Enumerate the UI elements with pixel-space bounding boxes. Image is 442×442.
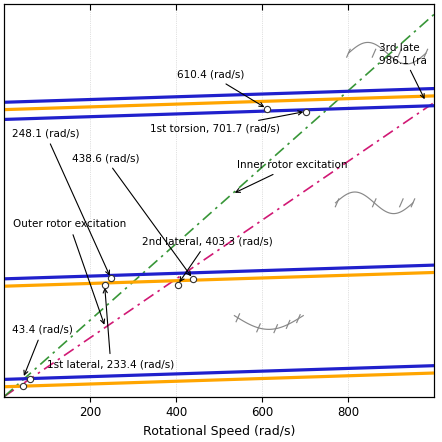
Text: 1st torsion, 701.7 (rad/s): 1st torsion, 701.7 (rad/s) [150, 111, 302, 133]
Text: Outer rotor excitation: Outer rotor excitation [13, 219, 126, 324]
Text: Inner rotor excitation: Inner rotor excitation [236, 160, 347, 192]
Text: 2nd lateral, 403.3 (rad/s): 2nd lateral, 403.3 (rad/s) [142, 236, 273, 281]
Text: 1st lateral, 233.4 (rad/s): 1st lateral, 233.4 (rad/s) [47, 289, 175, 369]
Text: 248.1 (rad/s): 248.1 (rad/s) [12, 129, 110, 274]
X-axis label: Rotational Speed (rad/s): Rotational Speed (rad/s) [143, 425, 296, 438]
Text: 438.6 (rad/s): 438.6 (rad/s) [72, 153, 191, 275]
Text: 610.4 (rad/s): 610.4 (rad/s) [177, 70, 263, 107]
Text: 43.4 (rad/s): 43.4 (rad/s) [12, 325, 73, 375]
Text: 3rd late
986.1 (ra: 3rd late 986.1 (ra [378, 43, 427, 98]
